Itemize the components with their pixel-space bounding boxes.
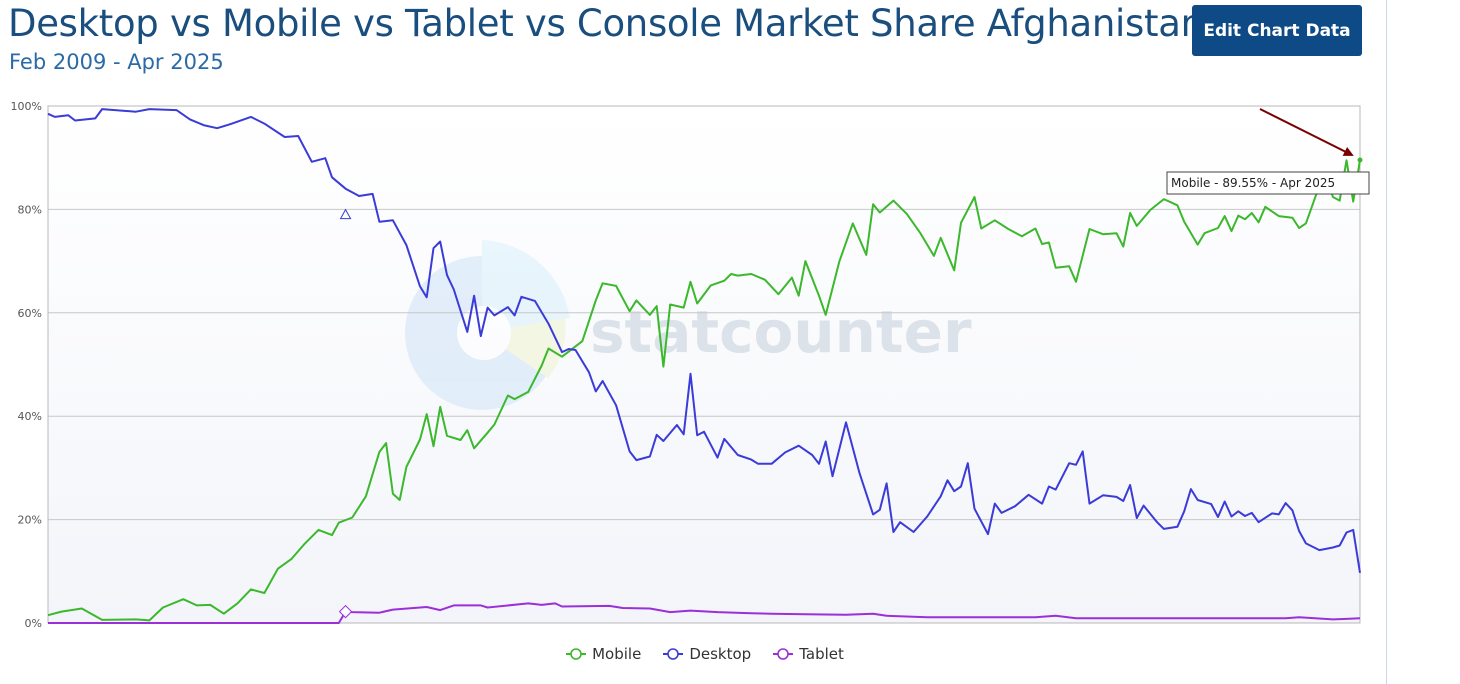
desktop-marker (339, 208, 352, 220)
series-line-desktop[interactable] (47, 108, 1361, 574)
series-line-mobile[interactable] (47, 159, 1361, 622)
mobile-latest-point[interactable] (1357, 157, 1363, 163)
legend-label: Desktop (689, 645, 752, 663)
legend-item-tablet[interactable]: Tablet (773, 645, 844, 663)
legend-marker-icon (773, 648, 794, 660)
tooltip: Mobile - 89.55% - Apr 2025 (1166, 171, 1370, 195)
tooltip-box (1166, 171, 1370, 195)
y-tick-label: 100% (11, 100, 42, 113)
watermark-text: statcounter (590, 298, 972, 366)
tablet-marker (338, 604, 353, 619)
chart-title: Desktop vs Mobile vs Tablet vs Console M… (8, 2, 1204, 45)
legend-label: Tablet (799, 645, 844, 663)
chart-subtitle: Feb 2009 - Apr 2025 (9, 50, 224, 74)
series-markers (338, 157, 1363, 619)
legend-item-mobile[interactable]: Mobile (566, 645, 641, 663)
edit-chart-data-button[interactable]: Edit Chart Data (1192, 5, 1362, 56)
series-line-tablet[interactable] (48, 602, 1361, 624)
latest-point-arrow (1259, 108, 1354, 156)
legend-marker-icon (566, 648, 587, 660)
y-axis-ticks: 0% 20% 40% 60% 80% 100% (11, 100, 42, 630)
y-tick-label: 40% (18, 410, 42, 423)
panel-divider (1386, 0, 1387, 684)
y-tick-label: 0% (25, 617, 42, 630)
legend-label: Mobile (592, 645, 642, 663)
y-tick-label: 20% (18, 514, 42, 527)
watermark-logo-hole (457, 306, 511, 360)
legend-item-desktop[interactable]: Desktop (663, 645, 751, 663)
y-tick-label: 60% (18, 307, 42, 320)
y-tick-label: 80% (18, 203, 42, 216)
plot-border (47, 105, 1361, 624)
tooltip-text: Mobile - 89.55% - Apr 2025 (1171, 176, 1335, 190)
legend-marker-icon (663, 648, 684, 660)
chart-legend: Mobile Desktop Tablet (0, 645, 1410, 663)
series-lines (47, 108, 1361, 624)
plot-area (48, 106, 1360, 623)
